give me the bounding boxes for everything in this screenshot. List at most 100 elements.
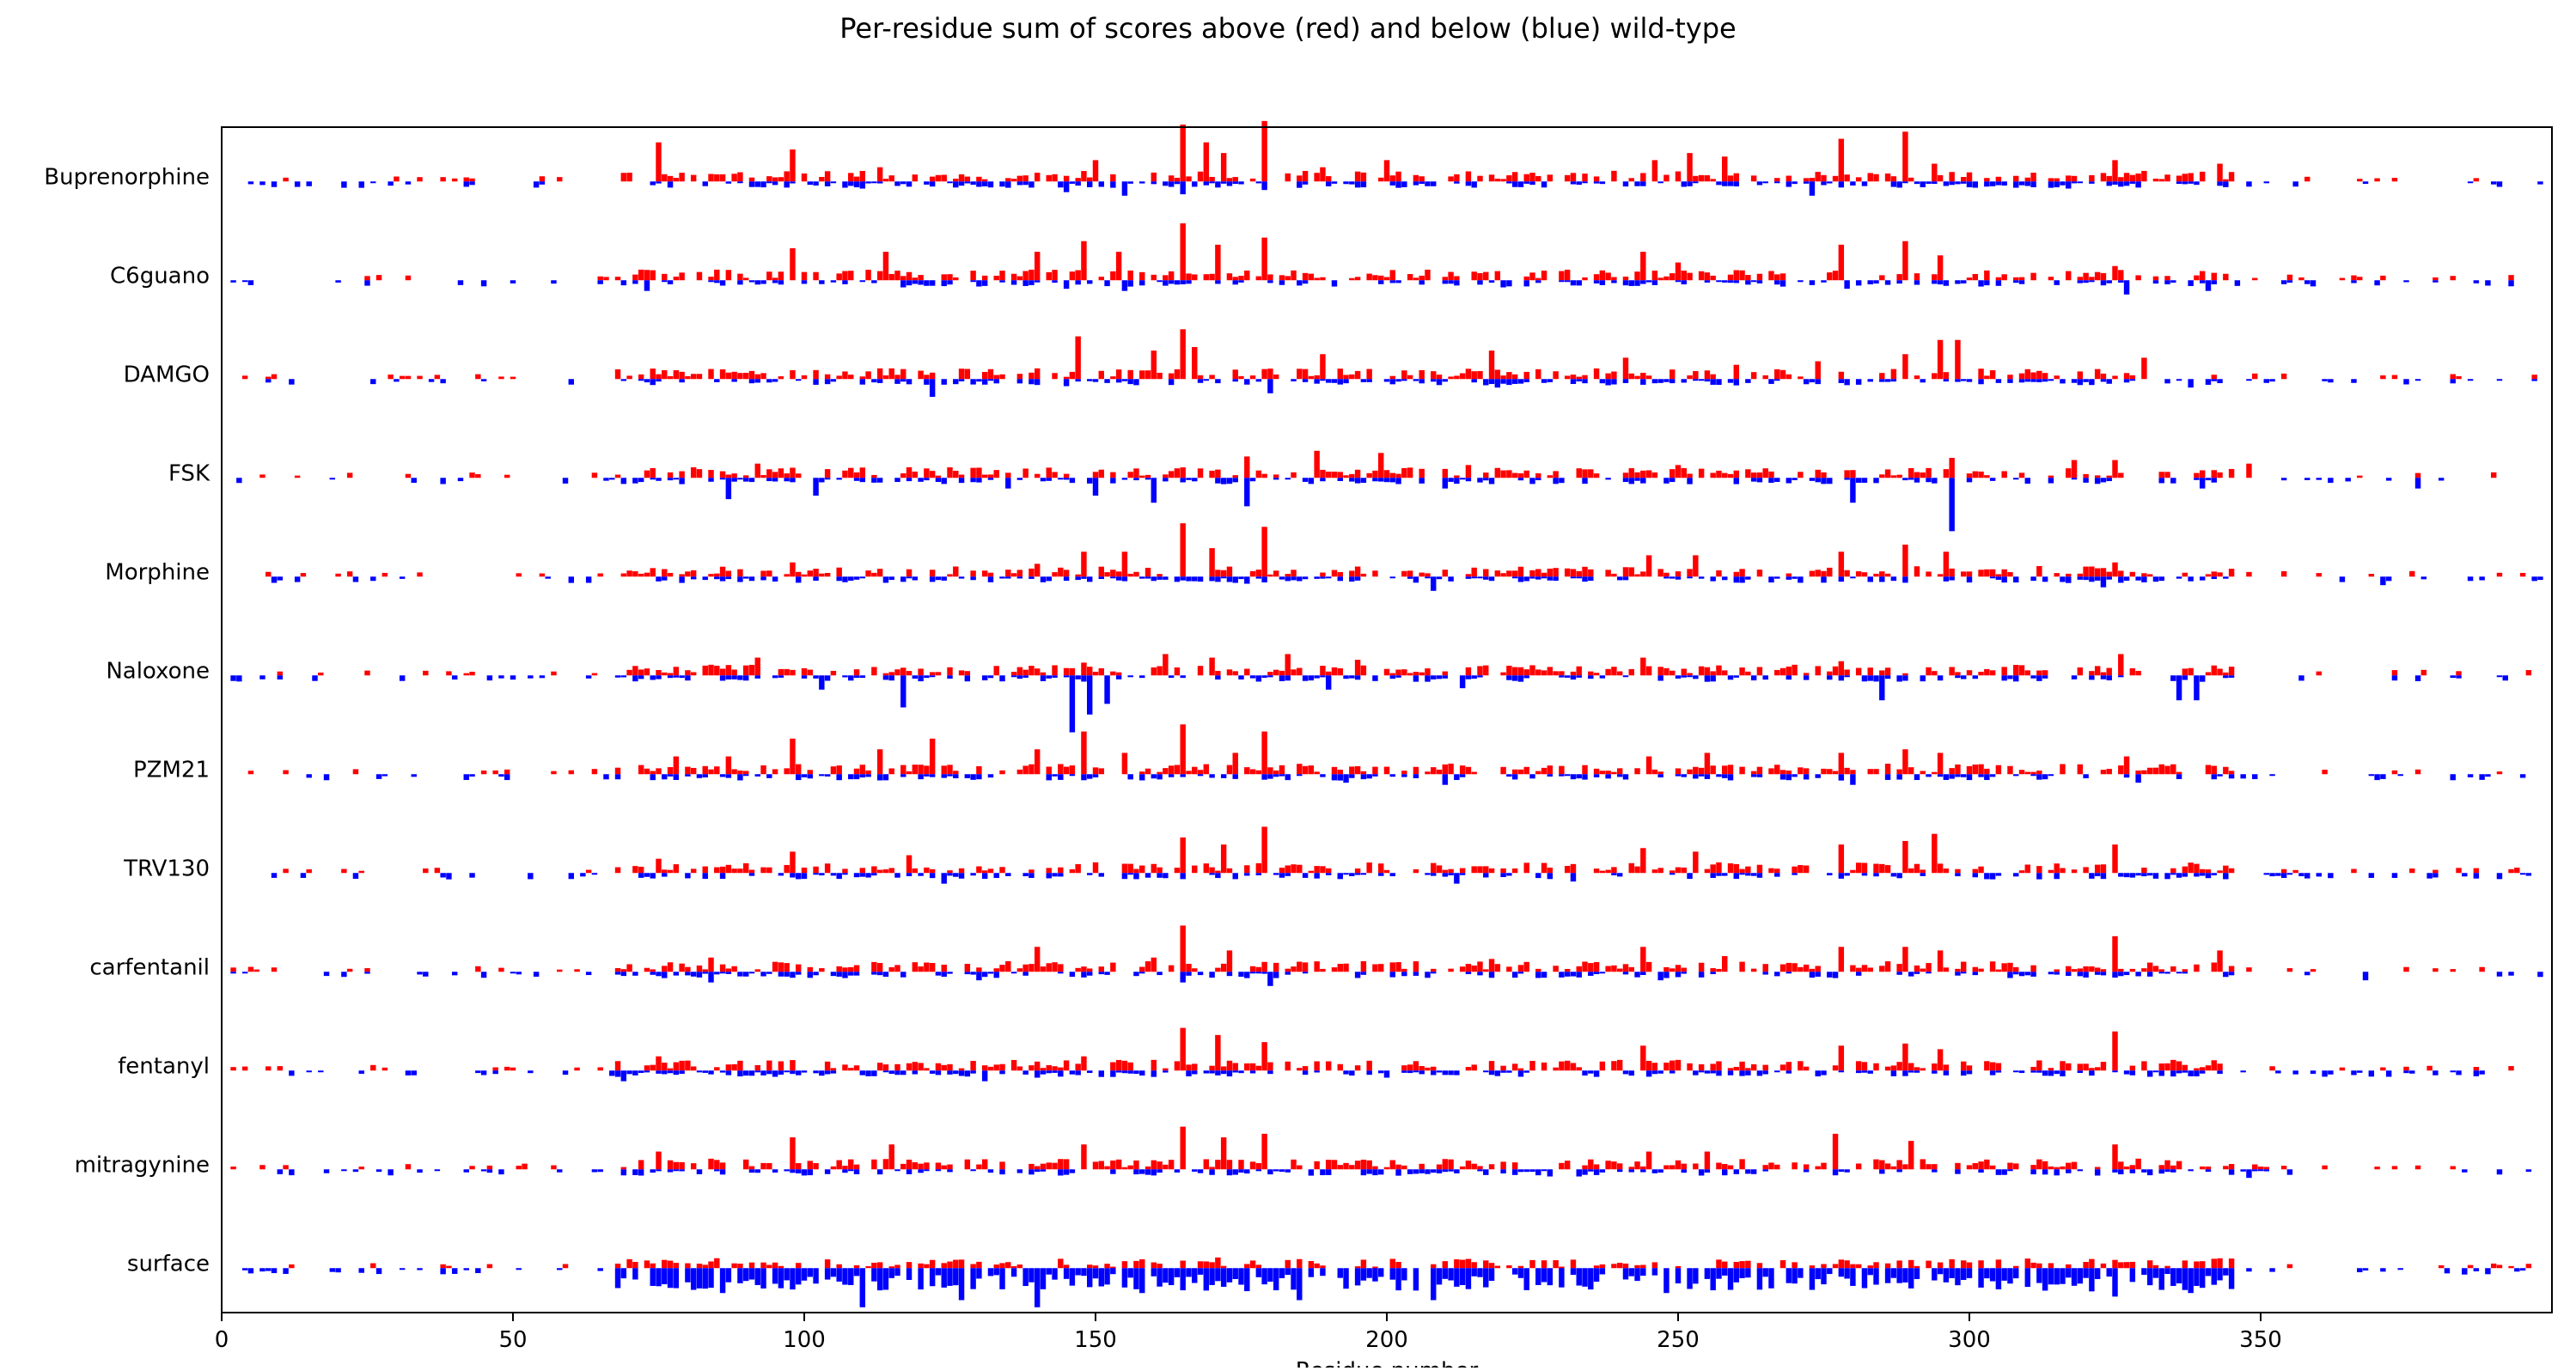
bar-above — [1745, 275, 1751, 281]
bar-below — [1273, 1169, 1279, 1172]
bar-above — [1902, 1043, 1908, 1071]
bar-above — [1320, 167, 1326, 182]
bar-below — [440, 379, 446, 384]
bar-above — [1774, 369, 1780, 380]
bar-below — [1016, 675, 1023, 679]
bar-below — [953, 774, 959, 778]
bar-above — [958, 1068, 965, 1071]
bar-below — [1716, 280, 1722, 283]
bar-below — [2001, 576, 2007, 583]
bar-below — [1599, 675, 1606, 679]
bar-below — [725, 1268, 732, 1283]
bar-below — [1861, 181, 1868, 186]
bar-below — [958, 1268, 965, 1301]
bar-below — [958, 576, 965, 579]
bar-below — [987, 576, 994, 582]
bar-above — [1098, 370, 1105, 380]
bar-above — [2054, 573, 2060, 577]
bar-below — [1477, 1268, 1483, 1277]
bar-below — [2071, 675, 2078, 679]
bar-below — [731, 478, 737, 482]
bar-below — [1634, 972, 1640, 978]
bar-below — [702, 972, 708, 974]
bar-below — [1500, 1070, 1506, 1073]
bar-above — [1716, 1061, 1722, 1071]
bar-above — [1710, 472, 1716, 478]
bar-below — [1110, 576, 1116, 579]
bar-above — [1261, 1042, 1267, 1071]
bar-above — [1261, 527, 1267, 577]
bar-below — [1535, 280, 1541, 283]
track-naloxone — [230, 654, 2532, 733]
bar-below — [1407, 1070, 1413, 1074]
bar-below — [976, 972, 982, 981]
bar-above — [1081, 1056, 1087, 1071]
bar-above — [1139, 966, 1145, 972]
bar-above — [1314, 375, 1320, 380]
bar-below — [1395, 478, 1401, 484]
bar-above — [1115, 1159, 1122, 1170]
bar-above — [2094, 1067, 2101, 1071]
bar-below — [1232, 280, 1238, 285]
bar-above — [1774, 669, 1780, 676]
bar-above — [1710, 671, 1716, 676]
bar-below — [1716, 873, 1722, 876]
bar-below — [1244, 478, 1250, 507]
bar-above — [748, 869, 755, 874]
bar-above — [1628, 862, 1634, 874]
bar-below — [1389, 972, 1396, 978]
bar-above — [1693, 851, 1699, 874]
bar-below — [1966, 379, 1973, 382]
bar-above — [2036, 1159, 2042, 1170]
bar-above — [1354, 868, 1361, 874]
bar-below — [2170, 1268, 2176, 1286]
bar-above — [719, 668, 726, 676]
bar-below — [1209, 972, 1215, 978]
bar-below — [1955, 1169, 1961, 1174]
bar-below — [1669, 873, 1676, 875]
bar-below — [813, 1268, 819, 1284]
bar-below — [2083, 478, 2089, 483]
bar-above — [1722, 956, 1728, 972]
bar-below — [2176, 972, 2182, 974]
bar-below — [318, 1070, 324, 1073]
bar-below — [1360, 1169, 1367, 1176]
bar-above — [1838, 371, 1845, 380]
bar-above — [824, 1259, 831, 1269]
bar-below — [656, 1169, 662, 1172]
bar-above — [912, 471, 919, 478]
bar-above — [1745, 866, 1751, 874]
bar-below — [1517, 972, 1524, 974]
bar-below — [1850, 774, 1856, 785]
bar-below — [690, 576, 697, 580]
bar-below — [1838, 774, 1845, 781]
bar-below — [1640, 379, 1646, 385]
bar-below — [1576, 1169, 1582, 1177]
bar-below — [1704, 1070, 1711, 1074]
bar-below — [1616, 1169, 1623, 1173]
bar-below — [1022, 873, 1029, 877]
bar-below — [1943, 280, 1950, 286]
bar-below — [1733, 379, 1740, 386]
bar-below — [2351, 379, 2357, 383]
bar-above — [696, 1264, 703, 1269]
bar-below — [1704, 379, 1711, 382]
bar-below — [748, 181, 755, 187]
bar-above — [1850, 1264, 1856, 1269]
bar-above — [754, 1064, 760, 1071]
bar-above — [685, 966, 691, 972]
bar-above — [1209, 657, 1215, 676]
bar-above — [690, 174, 697, 182]
bar-above — [1733, 1262, 1740, 1269]
bar-below — [1267, 1268, 1273, 1283]
bar-above — [819, 968, 825, 972]
bar-below — [1016, 576, 1023, 579]
bar-below — [1285, 1169, 1291, 1173]
bar-below — [853, 478, 860, 481]
bar-above — [1186, 771, 1192, 775]
bar-below — [795, 1070, 802, 1075]
bar-below — [1058, 478, 1064, 480]
bar-above — [1821, 472, 1827, 478]
bar-above — [876, 1063, 883, 1071]
bar-above — [614, 1264, 621, 1269]
